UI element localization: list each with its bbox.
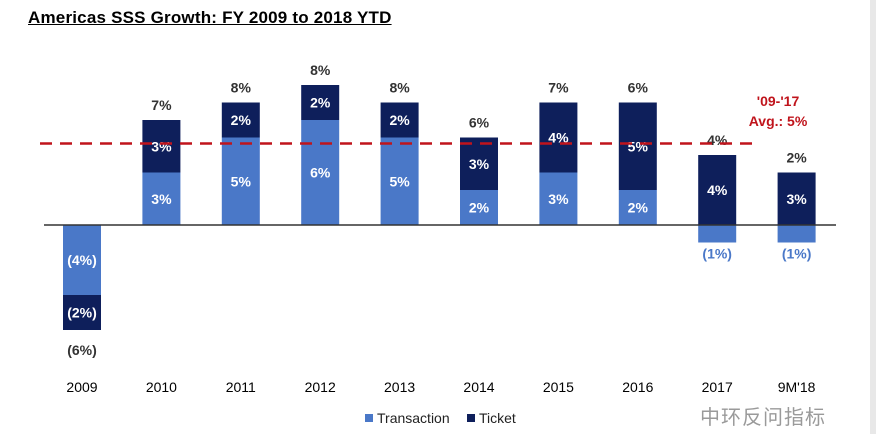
- data-label-ticket: 3%: [786, 191, 807, 207]
- bar-ticket-2010: [142, 120, 181, 173]
- page-edge: [870, 0, 876, 434]
- bar-transaction-2009: [63, 225, 101, 295]
- bar-ticket-2013: [380, 102, 419, 138]
- bar-transaction-2013: [380, 137, 419, 225]
- bar-ticket-2009: [63, 295, 101, 330]
- x-tick-label: 2015: [543, 379, 574, 395]
- data-label-ticket: 2%: [310, 95, 331, 111]
- bar-ticket-2011: [221, 102, 260, 138]
- chart-title: Americas SSS Growth: FY 2009 to 2018 YTD: [28, 8, 392, 27]
- total-label: 6%: [628, 80, 649, 96]
- watermark: 中环反问指标: [700, 407, 826, 429]
- bar-ticket-2015: [539, 102, 578, 173]
- x-tick-label: 2010: [146, 379, 177, 395]
- average-label-line1: '09-'17: [757, 93, 800, 109]
- data-label-ticket: (2%): [67, 305, 97, 321]
- x-tick-label: 9M'18: [778, 379, 816, 395]
- x-tick-label: 2013: [384, 379, 415, 395]
- x-tick-label: 2014: [463, 379, 494, 395]
- bar-ticket-9M'18: [777, 172, 816, 225]
- data-label-ticket: 5%: [628, 138, 649, 154]
- legend-swatch-ticket: [467, 414, 475, 422]
- bar-ticket-2012: [301, 85, 340, 120]
- data-label-ticket: 3%: [151, 138, 172, 154]
- data-label-transaction: 5%: [231, 173, 252, 189]
- data-label-transaction: 3%: [151, 191, 172, 207]
- bar-ticket-2016: [618, 102, 657, 190]
- bar-transaction-2011: [221, 137, 260, 225]
- total-label: (6%): [67, 342, 97, 358]
- data-label-transaction: 5%: [389, 173, 410, 189]
- data-label-ticket: 2%: [231, 112, 252, 128]
- bar-transaction-2017: [698, 225, 737, 243]
- total-label: 8%: [389, 80, 410, 96]
- bar-transaction-2012: [301, 120, 340, 225]
- total-label: 8%: [310, 62, 331, 78]
- total-label: 2%: [786, 150, 807, 166]
- data-label-ticket: 2%: [389, 112, 410, 128]
- data-label-transaction: (1%): [702, 246, 732, 262]
- total-label: 4%: [707, 132, 728, 148]
- legend-label-ticket: Ticket: [479, 410, 516, 426]
- bar-transaction-2014: [460, 190, 498, 225]
- data-label-transaction: 3%: [548, 191, 569, 207]
- data-label-transaction: 2%: [628, 200, 649, 216]
- x-tick-label: 2017: [702, 379, 733, 395]
- data-label-transaction: 6%: [310, 165, 331, 181]
- bar-transaction-2010: [142, 172, 181, 225]
- average-label-line2: Avg.: 5%: [749, 113, 808, 129]
- bar-ticket-2017: [698, 155, 737, 225]
- bar-transaction-2015: [539, 172, 578, 225]
- data-label-transaction: (1%): [782, 246, 812, 262]
- total-label: 8%: [231, 80, 252, 96]
- x-tick-label: 2011: [226, 379, 256, 395]
- x-tick-label: 2009: [66, 379, 97, 395]
- total-label: 7%: [548, 80, 569, 96]
- data-label-ticket: 3%: [469, 156, 490, 172]
- x-tick-label: 2016: [622, 379, 653, 395]
- x-tick-label: 2012: [305, 379, 336, 395]
- total-label: 7%: [151, 97, 172, 113]
- data-label-transaction: (4%): [67, 252, 97, 268]
- data-label-ticket: 4%: [548, 130, 569, 146]
- total-label: 6%: [469, 115, 490, 131]
- data-label-transaction: 2%: [469, 200, 490, 216]
- bar-ticket-2014: [460, 137, 498, 190]
- legend-label-transaction: Transaction: [377, 410, 450, 426]
- legend-swatch-transaction: [365, 414, 373, 422]
- bar-transaction-2016: [618, 190, 657, 225]
- data-label-ticket: 4%: [707, 182, 728, 198]
- bar-transaction-9M'18: [777, 225, 816, 243]
